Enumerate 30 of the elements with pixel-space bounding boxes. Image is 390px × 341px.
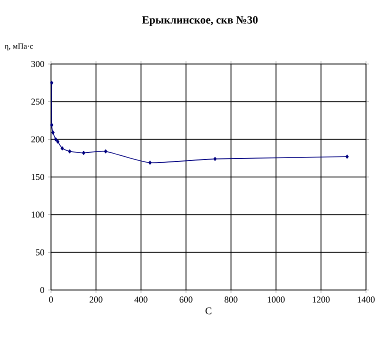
- y-tick-label: 200: [31, 136, 44, 142]
- point: [51, 130, 55, 135]
- x-tick-label: 400: [134, 296, 148, 303]
- y-tick-label: 250: [31, 98, 44, 105]
- point: [104, 149, 108, 154]
- x-tick-label: 600: [180, 296, 192, 303]
- chart-title: Ерыклинское, скв №30: [142, 16, 258, 26]
- point: [50, 80, 54, 85]
- point: [54, 137, 58, 142]
- x-tick-label: 0: [49, 296, 53, 303]
- point: [213, 156, 217, 161]
- x-tick-label: 200: [90, 296, 102, 303]
- point: [60, 146, 64, 150]
- y-tick-label: 100: [32, 212, 44, 218]
- x-tick-label: 1000: [268, 296, 285, 303]
- point: [50, 123, 54, 128]
- x-tick-label: 1200: [312, 296, 330, 303]
- x-axis-title: С: [206, 308, 212, 314]
- point: [346, 154, 349, 159]
- point: [148, 160, 152, 165]
- y-tick-label: 150: [32, 174, 44, 180]
- y-tick-label: 50: [36, 249, 44, 256]
- x-tick-label: 1400: [358, 296, 375, 303]
- y-tick-label: 300: [31, 60, 44, 68]
- y-axis-title: η, мПа·с: [4, 44, 34, 50]
- point: [82, 150, 86, 155]
- x-tick-label: 800: [224, 296, 238, 303]
- y-tick-label: 0: [40, 286, 44, 294]
- point: [68, 149, 72, 154]
- point: [56, 140, 60, 144]
